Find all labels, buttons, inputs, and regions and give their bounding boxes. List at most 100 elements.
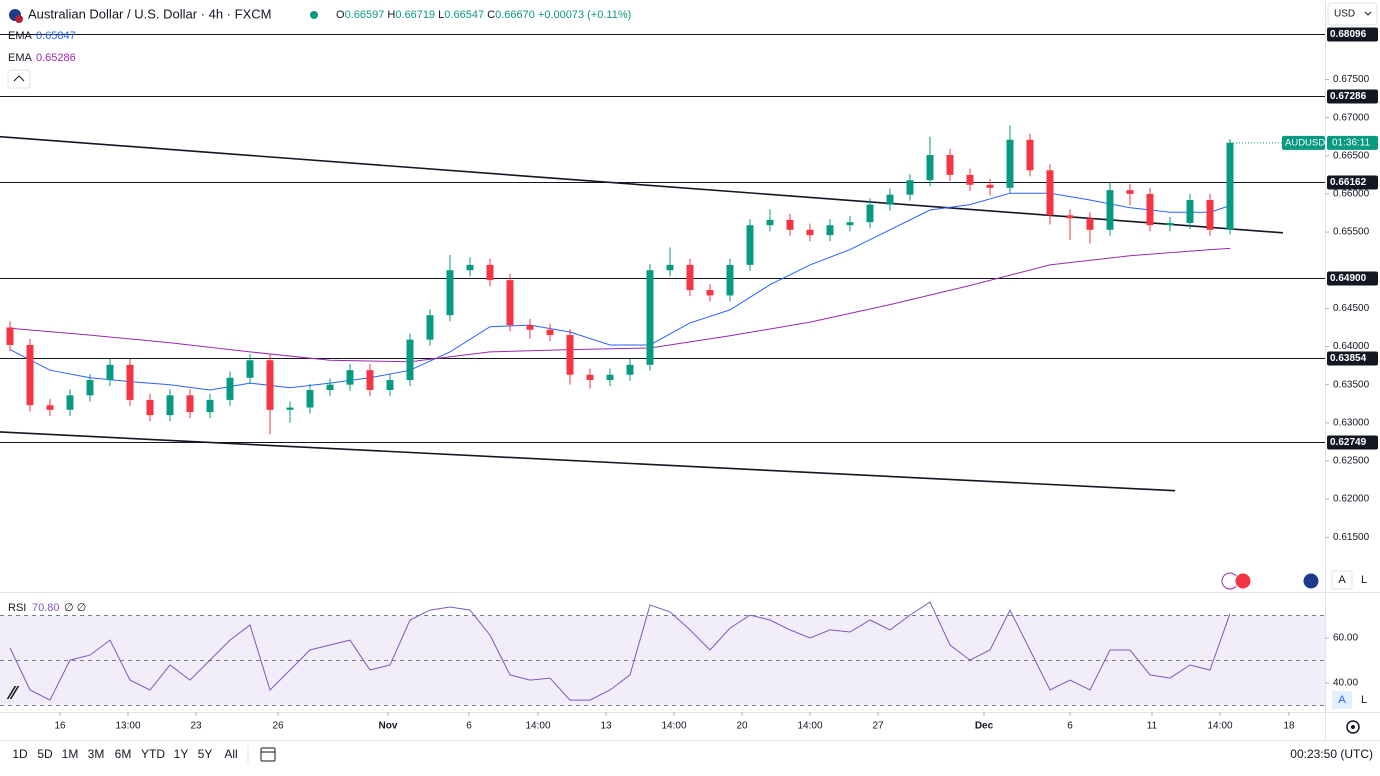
candle-body [606, 374, 614, 381]
indicator-value: 0.65286 [36, 52, 76, 64]
candle-body [986, 184, 994, 188]
candle-body [666, 264, 674, 271]
candle-body [486, 264, 494, 281]
range-button[interactable]: 6M [115, 747, 132, 761]
log-scale-label: L [1361, 574, 1367, 586]
range-button[interactable]: YTD [141, 747, 165, 761]
candle-body [146, 399, 154, 416]
candle-body [786, 219, 794, 230]
candle-body [1126, 190, 1134, 194]
candle-body [206, 399, 214, 413]
trendline [0, 431, 1176, 492]
y-tick-label: 0.64000 [1333, 341, 1370, 352]
symbol-title: Australian Dollar / U.S. Dollar · 4h · F… [28, 6, 271, 21]
candle-body [686, 264, 694, 291]
level-label: 0.66162 [1330, 177, 1367, 188]
candle-body [866, 204, 874, 223]
candle-body [726, 264, 734, 296]
indicator-name: EMA [8, 30, 33, 42]
candle-body [526, 325, 534, 330]
y-tick-label: 0.65500 [1333, 227, 1370, 238]
candle-body [46, 405, 54, 410]
rsi-line [9, 601, 1231, 701]
range-button[interactable]: 1M [62, 747, 79, 761]
candle-body [1106, 190, 1114, 230]
candle-body [626, 364, 634, 375]
range-button[interactable]: All [224, 747, 237, 761]
level-label: 0.68096 [1330, 29, 1367, 40]
candle-body [846, 222, 854, 226]
candle-body [346, 370, 354, 385]
candle-body [166, 395, 174, 416]
log-scale-label: L [1361, 694, 1367, 706]
settings-icon[interactable] [1346, 720, 1360, 734]
candle-body [106, 364, 114, 381]
ema-line [9, 192, 1231, 391]
event-icon[interactable] [1234, 572, 1252, 590]
y-tick-label: 0.62000 [1333, 494, 1370, 505]
x-tick-label: 14:00 [525, 721, 550, 732]
candle-body [26, 344, 34, 406]
rsi-band [0, 615, 1325, 706]
y-tick-label: 0.62500 [1333, 456, 1370, 467]
rsi-name: RSI [8, 602, 26, 614]
candle-body [306, 389, 314, 408]
symbol-label-box [1282, 135, 1325, 150]
ohlc-key: O [336, 9, 345, 21]
candle-body [426, 315, 434, 340]
level-label: 0.67286 [1330, 91, 1367, 102]
x-tick-label: 6 [466, 721, 472, 732]
y-tick-label: 0.63000 [1333, 417, 1370, 428]
rsi-y-tick-label: 60.00 [1333, 633, 1358, 644]
range-button[interactable]: 1D [12, 747, 28, 761]
x-tick-label: Dec [975, 721, 994, 732]
candle-body [86, 380, 94, 396]
indicator-value: 0.65847 [36, 30, 76, 42]
candle-body [766, 219, 774, 226]
rsi-y-tick-label: 40.00 [1333, 678, 1358, 689]
x-tick-label: 27 [872, 721, 884, 732]
countdown-label: 01:36:11 [1332, 137, 1371, 148]
y-tick-label: 0.63500 [1333, 379, 1370, 390]
collapse-icon [13, 75, 25, 82]
candle-body [926, 155, 934, 181]
x-tick-label: 26 [272, 721, 284, 732]
candle-body [546, 329, 554, 336]
plot-layer: 0.67500 0.67000 0.66500 0.66000 0.65500 0.645… [0, 27, 1378, 732]
candle-body [1146, 193, 1154, 226]
level-label-box [1327, 435, 1378, 450]
auto-scale-button[interactable] [1332, 691, 1352, 709]
level-label: 0.62749 [1330, 437, 1367, 448]
candle-body [826, 225, 834, 236]
candle-body [966, 174, 974, 185]
rsi-value: 70.80 [32, 602, 60, 614]
level-label: 0.64900 [1330, 273, 1367, 284]
x-tick-label: 11 [1147, 721, 1158, 732]
auto-scale-button[interactable] [1331, 570, 1353, 590]
candle-body [1066, 215, 1074, 219]
candle-body [1166, 222, 1174, 226]
candle-body [1006, 139, 1014, 188]
x-tick-label: 16 [54, 721, 66, 732]
ohlc-change: +0.00073 (+0.11%) [538, 9, 631, 21]
collapse-button[interactable] [7, 69, 31, 89]
y-tick-label: 0.66500 [1333, 150, 1370, 161]
ohlc-value: 0.66547 [444, 9, 484, 21]
candle-body [286, 407, 294, 410]
range-button[interactable]: 5Y [198, 747, 213, 761]
currency-select[interactable] [1327, 2, 1378, 26]
candle-body [1206, 200, 1214, 230]
candle-body [506, 280, 514, 326]
candle-body [586, 374, 594, 381]
range-button[interactable]: 3M [88, 747, 105, 761]
y-tick-label: 0.67500 [1333, 74, 1370, 85]
calendar-icon[interactable] [260, 747, 276, 762]
event-icon[interactable] [1302, 572, 1320, 590]
y-tick-label: 0.64500 [1333, 303, 1370, 314]
candle-body [446, 270, 454, 316]
y-tick-label: 0.66000 [1333, 189, 1370, 200]
range-button[interactable]: 5D [37, 747, 53, 761]
ohlc-legend: O0.66597 H0.66719 L0.66547 C0.66670 +0.0… [336, 9, 631, 21]
range-button[interactable]: 1Y [174, 747, 189, 761]
